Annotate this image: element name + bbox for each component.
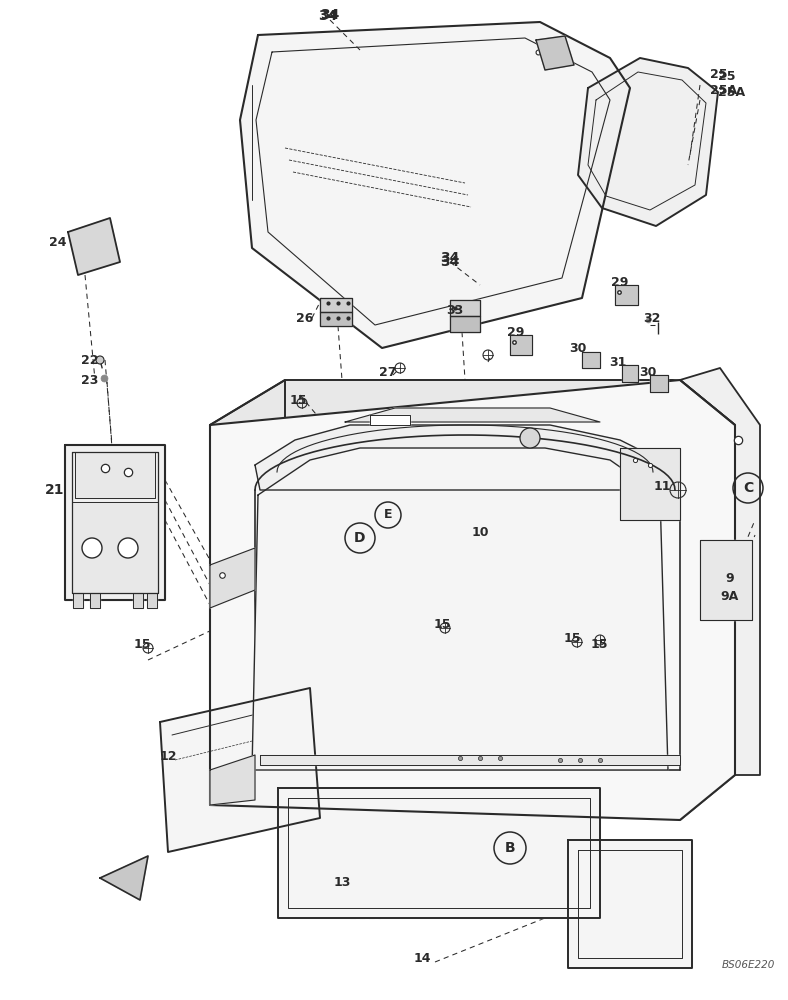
Text: 34: 34 <box>318 9 338 23</box>
Text: BS06E220: BS06E220 <box>722 960 775 970</box>
Text: 25: 25 <box>718 70 735 83</box>
Polygon shape <box>320 312 352 326</box>
Text: 15: 15 <box>289 393 307 406</box>
Polygon shape <box>650 375 668 392</box>
Text: 26: 26 <box>296 312 314 324</box>
Text: 15: 15 <box>563 632 581 645</box>
Polygon shape <box>100 856 148 900</box>
Polygon shape <box>72 502 158 593</box>
Text: 15: 15 <box>433 617 451 631</box>
Text: 32: 32 <box>643 312 660 324</box>
Circle shape <box>82 538 102 558</box>
Polygon shape <box>622 365 638 382</box>
Polygon shape <box>240 22 630 348</box>
Text: E: E <box>384 508 392 522</box>
Polygon shape <box>133 593 143 608</box>
Polygon shape <box>536 36 574 70</box>
Polygon shape <box>210 380 735 820</box>
Text: 24: 24 <box>49 235 67 248</box>
Text: 9: 9 <box>726 572 734 584</box>
Polygon shape <box>615 285 638 305</box>
Text: 34: 34 <box>320 8 340 22</box>
Polygon shape <box>210 380 285 805</box>
Text: 14: 14 <box>413 952 431 964</box>
Text: 15: 15 <box>133 639 151 652</box>
Polygon shape <box>65 445 165 600</box>
Text: B: B <box>504 841 515 855</box>
Text: 9A: 9A <box>721 589 739 602</box>
Polygon shape <box>680 380 735 820</box>
Text: 12: 12 <box>159 750 177 762</box>
Polygon shape <box>210 755 255 805</box>
Text: 30: 30 <box>639 365 656 378</box>
Text: C: C <box>743 481 753 495</box>
Text: 13: 13 <box>333 876 351 888</box>
Polygon shape <box>450 300 480 316</box>
Polygon shape <box>210 380 735 445</box>
Polygon shape <box>260 755 680 765</box>
Polygon shape <box>700 540 752 620</box>
Polygon shape <box>255 425 680 490</box>
Polygon shape <box>450 316 480 332</box>
Text: 34: 34 <box>440 255 459 269</box>
Polygon shape <box>510 335 532 355</box>
Text: 25A: 25A <box>718 86 745 99</box>
Polygon shape <box>252 448 668 770</box>
Polygon shape <box>73 593 83 608</box>
Polygon shape <box>578 58 718 226</box>
Polygon shape <box>68 218 120 275</box>
Polygon shape <box>620 448 680 520</box>
Text: D: D <box>355 531 366 545</box>
Text: 29: 29 <box>611 275 629 288</box>
Text: 30: 30 <box>569 342 587 355</box>
Polygon shape <box>370 415 410 425</box>
Text: 31: 31 <box>609 357 626 369</box>
Circle shape <box>520 428 540 448</box>
Text: 23: 23 <box>81 373 98 386</box>
Text: 10: 10 <box>471 526 489 538</box>
Text: 25A: 25A <box>710 84 737 97</box>
Text: 34: 34 <box>440 251 459 265</box>
Text: 29: 29 <box>507 326 525 338</box>
Text: 15: 15 <box>590 639 608 652</box>
Text: 25: 25 <box>710 68 727 82</box>
Text: 21: 21 <box>45 483 65 497</box>
Polygon shape <box>75 452 155 498</box>
Text: 27: 27 <box>379 365 396 378</box>
Text: 22: 22 <box>81 354 98 366</box>
Polygon shape <box>582 352 600 368</box>
Polygon shape <box>147 593 157 608</box>
Polygon shape <box>320 298 352 312</box>
Polygon shape <box>568 840 692 968</box>
Circle shape <box>118 538 138 558</box>
Polygon shape <box>345 408 600 422</box>
Polygon shape <box>278 788 600 918</box>
Polygon shape <box>90 593 100 608</box>
Text: 33: 33 <box>446 304 463 316</box>
Circle shape <box>96 356 104 364</box>
Polygon shape <box>210 548 255 608</box>
Text: 11: 11 <box>653 481 671 493</box>
Polygon shape <box>160 688 320 852</box>
Polygon shape <box>680 368 760 775</box>
